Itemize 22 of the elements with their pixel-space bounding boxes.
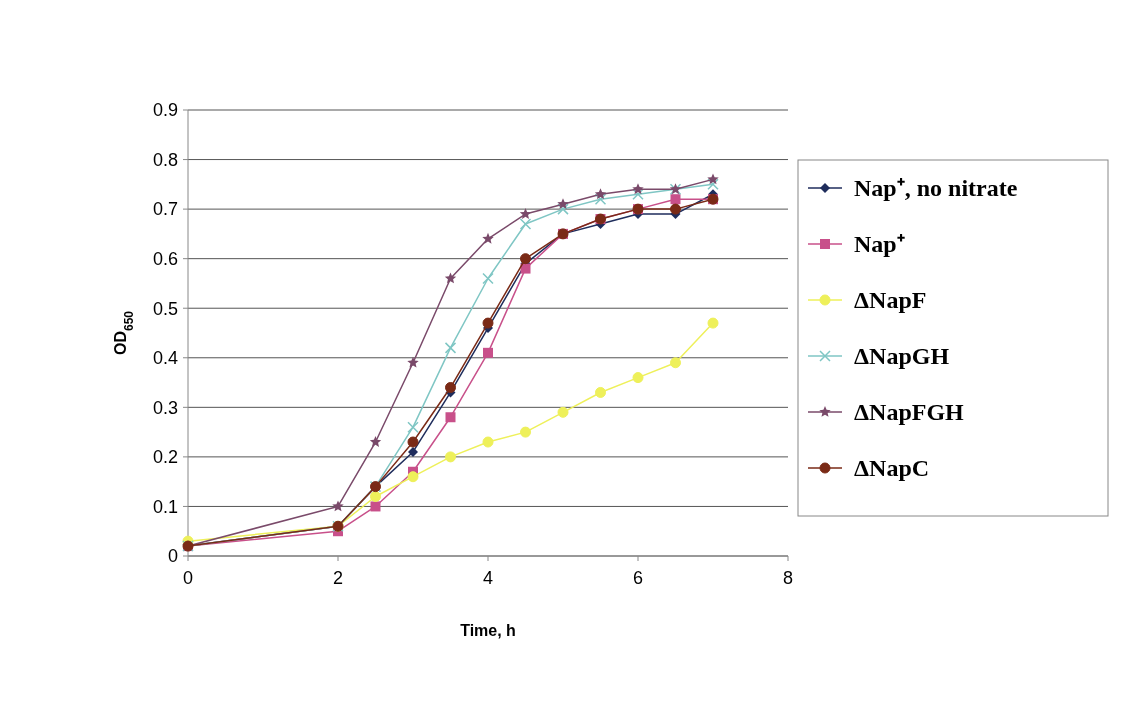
x-tick-label: 2 [332,568,344,588]
legend-label: Nap⁺, no nitrate [854,175,1018,202]
legend-label: Nap⁺ [854,231,905,258]
y-tick-label: 0.7 [152,199,178,220]
y-tick-label: 0.8 [152,149,178,170]
x-axis-title: Time, h [460,622,516,639]
x-tick-label: 4 [482,568,494,588]
y-tick-label: 0.3 [152,397,178,418]
y-tick-label: 0.1 [152,496,178,517]
y-tick-label: 0.4 [152,348,178,369]
y-tick-label: 0.5 [152,298,178,319]
legend-label: ΔNapF [854,287,927,314]
y-tick-label: 0 [167,546,178,567]
legend-label: ΔNapFGH [854,399,965,426]
x-tick-label: 6 [632,568,644,588]
y-tick-label: 0.9 [152,100,178,121]
legend-label: ΔNapC [854,455,930,482]
legend-label: ΔNapGH [854,343,950,370]
x-tick-label: 0 [182,568,194,588]
x-tick-label: 8 [782,568,794,588]
y-tick-label: 0.2 [152,447,178,468]
y-tick-label: 0.6 [152,248,178,269]
